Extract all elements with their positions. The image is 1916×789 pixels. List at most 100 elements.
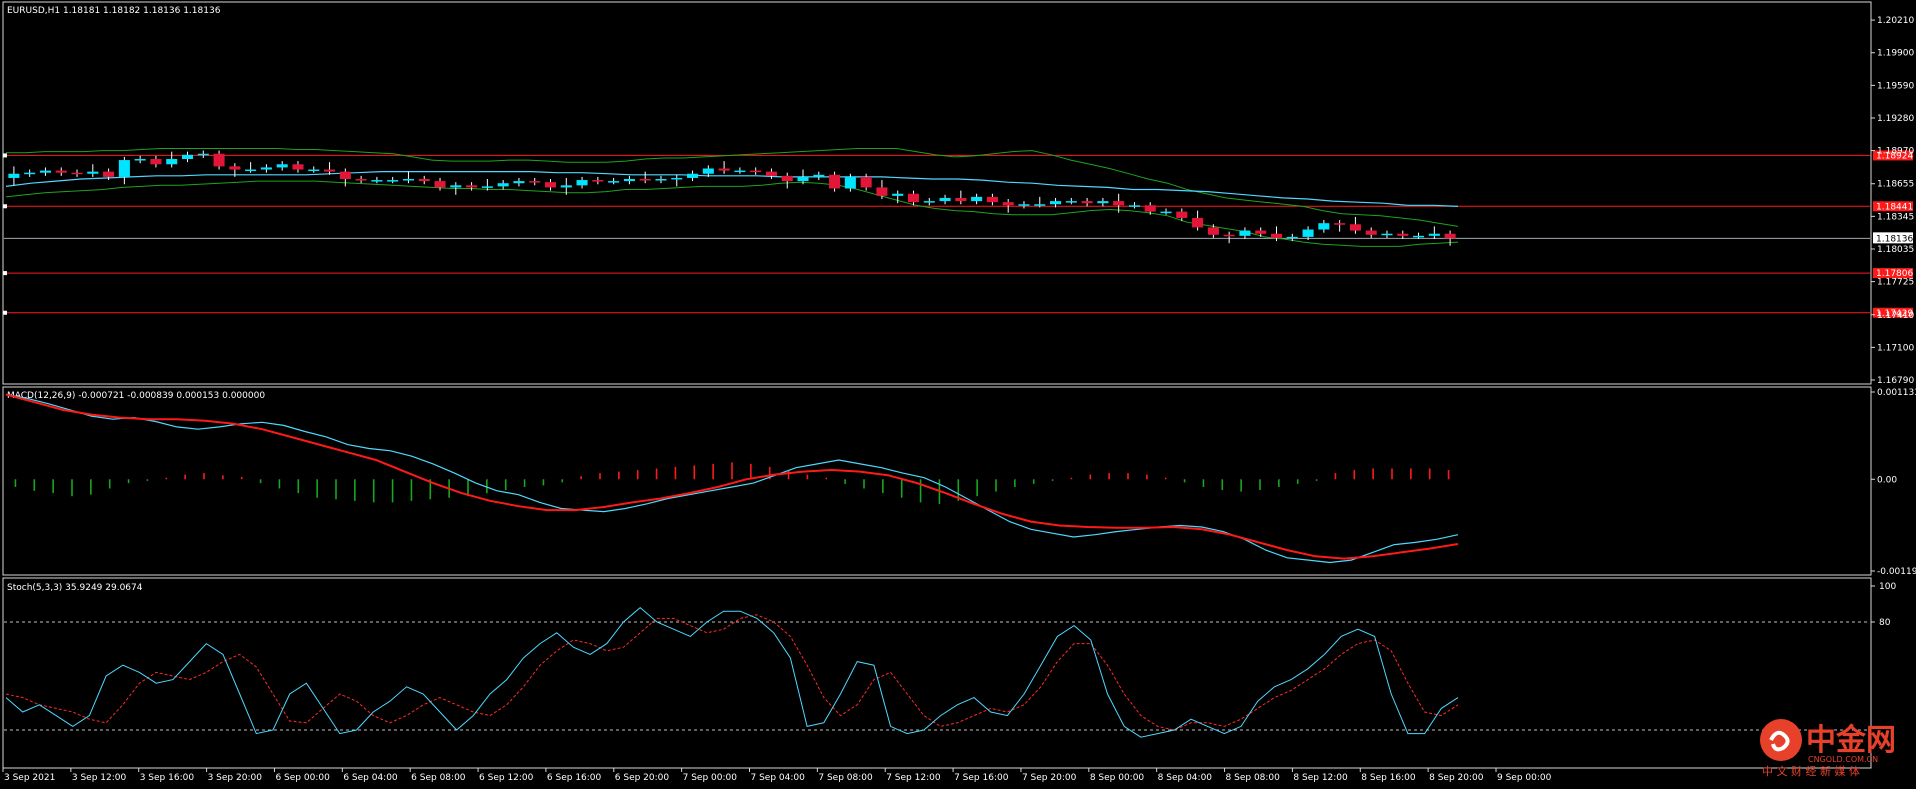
macd-signal-line <box>5 393 1459 560</box>
candle <box>24 169 36 177</box>
candle-body <box>308 169 320 172</box>
price-tick-label: 1.16790 <box>1877 376 1914 386</box>
time-tick-label: 8 Sep 00:00 <box>1090 773 1145 783</box>
candle <box>671 174 683 187</box>
candle <box>955 190 967 205</box>
candle-body <box>655 179 667 181</box>
time-tick-label: 9 Sep 00:00 <box>1497 773 1552 783</box>
candle <box>1365 227 1377 238</box>
watermark-swirl-icon <box>1769 730 1790 752</box>
candle-body <box>907 193 920 203</box>
candle-body <box>923 201 935 203</box>
stoch-signal-line <box>5 614 1459 731</box>
candle <box>544 179 557 191</box>
time-tick-label: 3 Sep 2021 <box>4 773 55 783</box>
candle <box>1444 230 1456 246</box>
candle <box>1397 230 1409 239</box>
candle <box>1381 230 1393 238</box>
candle <box>308 166 320 173</box>
candle-body <box>1081 201 1093 204</box>
candle <box>39 167 51 176</box>
candle <box>639 171 651 184</box>
candle <box>1160 208 1172 215</box>
candle <box>1065 197 1077 205</box>
candle-body <box>1097 201 1109 204</box>
candle <box>1428 226 1440 239</box>
candle-body <box>466 185 478 188</box>
candle <box>1081 197 1093 207</box>
candle-body <box>1144 205 1156 212</box>
candle <box>355 175 367 184</box>
time-tick-label: 3 Sep 12:00 <box>72 773 127 783</box>
candle <box>860 173 872 191</box>
level-anchor <box>3 204 7 209</box>
candle-body <box>734 170 746 173</box>
candle <box>118 156 130 185</box>
candle-body <box>1302 229 1314 237</box>
candle-body <box>355 179 367 181</box>
candle <box>8 166 20 186</box>
candle-body <box>1065 201 1077 203</box>
candle-body <box>1113 201 1125 206</box>
bollinger-upper-line <box>6 148 1459 227</box>
candle <box>939 194 951 205</box>
candle <box>450 182 462 195</box>
candle-body <box>292 164 304 170</box>
candle <box>1286 233 1298 242</box>
candle-body <box>229 166 241 170</box>
time-tick-label: 8 Sep 08:00 <box>1226 773 1281 783</box>
candle <box>529 177 541 186</box>
candle <box>907 190 920 206</box>
candle-body <box>876 187 888 196</box>
candle <box>1002 199 1014 213</box>
candle-body <box>1349 224 1361 231</box>
level-anchor <box>3 310 7 315</box>
candle <box>734 167 746 174</box>
price-tick-label: 1.19280 <box>1877 114 1914 124</box>
candle-body <box>986 196 998 203</box>
candle <box>797 169 809 185</box>
candle <box>750 167 762 175</box>
time-tick-label: 8 Sep 12:00 <box>1293 773 1348 783</box>
candle-body <box>118 160 130 177</box>
main-price-axis: 1.20210 1.19900 1.19590 1.19280 1.18970 1.186… <box>1871 16 1914 386</box>
candle-body <box>450 185 462 188</box>
candle <box>1192 210 1204 231</box>
macd-panel-header: MACD(12,26,9) -0.000721 -0.000839 0.0001… <box>7 391 265 401</box>
candle-body <box>1428 233 1440 236</box>
time-tick-label: 7 Sep 16:00 <box>954 773 1009 783</box>
candle <box>1113 193 1125 213</box>
candle-body <box>324 169 336 172</box>
watermark-domain: CNGOLD.COM.CN <box>1808 755 1878 764</box>
candle <box>813 171 825 181</box>
candle-body <box>781 175 793 182</box>
candle-body <box>1318 223 1330 230</box>
candle-body <box>892 193 904 196</box>
candlestick-series[interactable] <box>8 150 1456 246</box>
candle-body <box>181 154 194 160</box>
time-tick-label: 6 Sep 20:00 <box>615 773 670 783</box>
candle-body <box>1286 236 1298 239</box>
candle <box>71 169 83 177</box>
candle <box>55 167 67 176</box>
candle <box>1207 224 1219 238</box>
candle-body <box>87 171 99 174</box>
candle <box>1302 226 1314 241</box>
time-tick-label: 3 Sep 16:00 <box>140 773 195 783</box>
candle-body <box>1255 230 1267 234</box>
candle-body <box>592 180 604 182</box>
price-tick-label: 1.17725 <box>1877 278 1914 288</box>
level-price-label: 1.17429 <box>1876 309 1913 319</box>
bollinger-lower-line <box>5 180 1459 247</box>
candle-body <box>8 173 20 178</box>
candle-body <box>481 186 493 188</box>
candle-body <box>276 164 288 168</box>
candle <box>876 180 888 199</box>
candle-body <box>497 183 509 187</box>
candle-body <box>1365 230 1377 235</box>
candle <box>623 175 635 185</box>
candle <box>276 161 288 171</box>
